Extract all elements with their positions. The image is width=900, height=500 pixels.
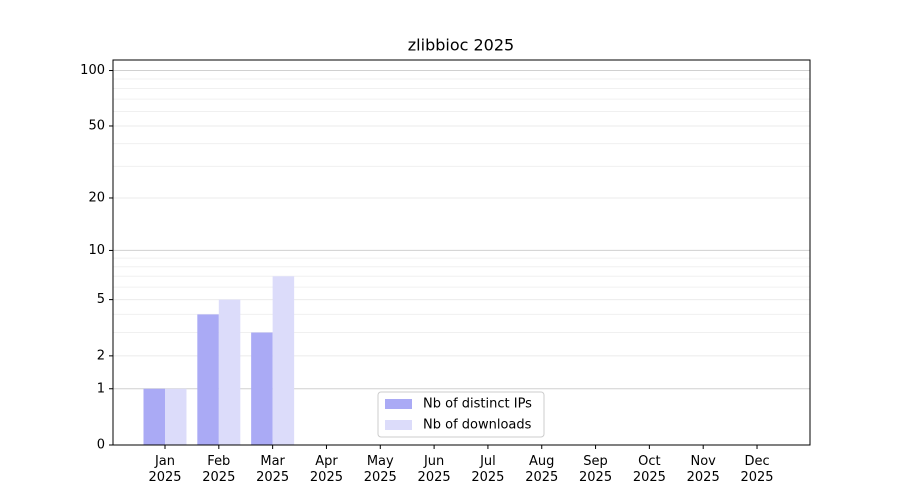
legend-frame bbox=[377, 391, 545, 438]
y-tick-label: 50 bbox=[88, 118, 105, 133]
x-tick-label: Oct 2025 bbox=[633, 454, 666, 485]
legend-swatch bbox=[385, 399, 412, 409]
legend-label: Nb of distinct IPs bbox=[423, 397, 532, 412]
y-tick-label: 0 bbox=[97, 438, 105, 453]
x-tick-label: Jun 2025 bbox=[418, 454, 451, 485]
x-tick-label: Feb 2025 bbox=[202, 454, 235, 485]
x-tick-label: Apr 2025 bbox=[310, 454, 343, 485]
bar bbox=[218, 299, 241, 445]
bar bbox=[251, 332, 273, 445]
y-tick-label: 2 bbox=[97, 348, 105, 363]
x-tick-label: Jan 2025 bbox=[148, 454, 181, 485]
legend-label: Nb of downloads bbox=[423, 418, 532, 433]
y-tick-label: 10 bbox=[88, 243, 105, 258]
bar bbox=[165, 388, 187, 445]
x-tick-label: Sep 2025 bbox=[579, 454, 612, 485]
y-tick-label: 5 bbox=[97, 292, 105, 307]
y-tick-label: 20 bbox=[88, 190, 105, 205]
plot-frame bbox=[112, 59, 811, 446]
legend-swatch bbox=[385, 420, 412, 430]
bar bbox=[272, 276, 295, 445]
x-tick-label: Nov 2025 bbox=[687, 454, 720, 485]
bar bbox=[197, 314, 219, 445]
x-tick-label: Mar 2025 bbox=[256, 454, 289, 485]
x-tick-label: May 2025 bbox=[364, 454, 397, 485]
chart-title: zlibbioc 2025 bbox=[408, 36, 514, 55]
y-tick-label: 100 bbox=[80, 63, 105, 78]
x-tick-label: Dec 2025 bbox=[740, 454, 773, 485]
legend: Nb of distinct IPs Nb of downloads bbox=[377, 391, 545, 438]
x-tick-label: Aug 2025 bbox=[525, 454, 558, 485]
x-tick-label: Jul 2025 bbox=[471, 454, 504, 485]
bar bbox=[143, 388, 165, 445]
y-tick-label: 1 bbox=[97, 381, 105, 396]
